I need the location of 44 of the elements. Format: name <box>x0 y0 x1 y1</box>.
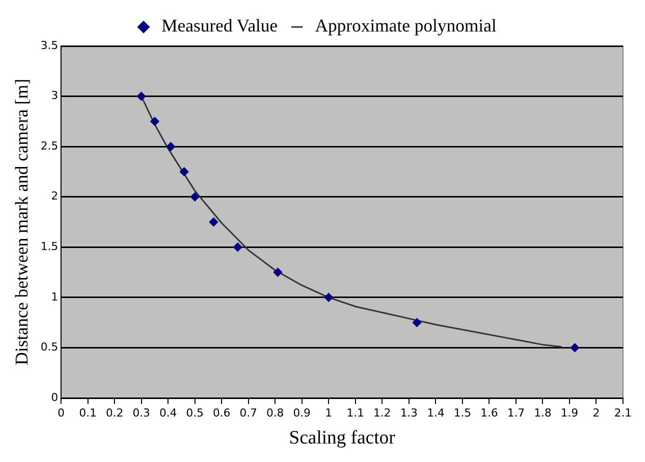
y-tick-label: 1 <box>51 290 58 304</box>
y-tick-label: 0.5 <box>40 340 58 354</box>
x-tick-label: 1.9 <box>560 406 578 420</box>
x-tick-label: 1.8 <box>534 406 552 420</box>
legend-label: Measured Value <box>162 16 278 36</box>
x-tick-label: 1.2 <box>373 406 391 420</box>
y-tick-label: 2 <box>51 190 58 203</box>
point <box>150 116 160 126</box>
x-tick-label: 0.1 <box>79 406 97 420</box>
x-tick-label: 1.6 <box>480 406 498 420</box>
y-tick-label: 3 <box>51 89 58 102</box>
point <box>136 92 146 101</box>
x-tick-label: 1.1 <box>346 406 364 420</box>
x-tick-label: 2 <box>592 406 600 420</box>
point <box>233 242 242 252</box>
point <box>273 268 282 277</box>
point <box>209 218 218 226</box>
x-tick-label: 0.8 <box>266 406 284 420</box>
y-tick-label: 0 <box>51 390 58 404</box>
point <box>180 167 189 176</box>
x-tick-label: 0.7 <box>240 406 258 420</box>
x-tick-label: 1.3 <box>400 406 418 420</box>
x-tick-label: 1.7 <box>507 406 525 420</box>
point <box>570 343 580 352</box>
y-tick-label: 1.5 <box>40 240 58 253</box>
y-axis-title: Distance between mark and camera [m] <box>12 78 32 366</box>
x-tick-label: 0.9 <box>293 406 311 420</box>
x-tick-label: 0.3 <box>132 406 150 420</box>
x-tick-label: 0.4 <box>159 406 177 420</box>
point <box>190 192 200 202</box>
point <box>324 292 334 302</box>
x-tick-label: 0.5 <box>186 406 204 420</box>
x-tick-label: 1.4 <box>426 406 444 420</box>
legend-label: Approximate polynomial <box>314 16 496 36</box>
y-tick-label: 2.5 <box>40 139 58 152</box>
x-tick-label: 2.1 <box>614 406 632 420</box>
y-tick-label: 3.5 <box>40 38 58 52</box>
x-tick-label: 0.2 <box>106 406 124 420</box>
x-tick-label: 1 <box>325 406 332 420</box>
point <box>412 318 422 328</box>
point <box>166 142 176 152</box>
x-axis-title: Scaling factor <box>289 428 396 449</box>
x-tick-label: 0.6 <box>212 406 230 420</box>
x-tick-label: 1.5 <box>454 406 472 420</box>
